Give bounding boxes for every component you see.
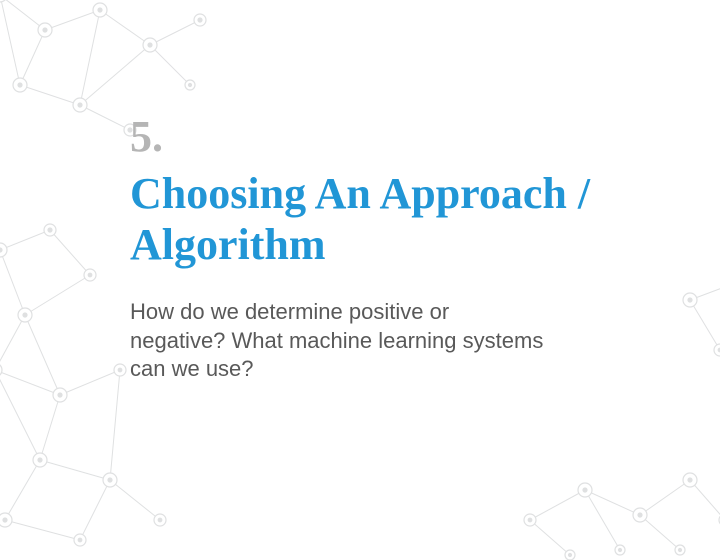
slide-title: Choosing An Approach / Algorithm (130, 169, 650, 270)
decoration-network-bottom-right (510, 450, 720, 560)
decoration-network-right (660, 280, 720, 400)
slide-content: 5. Choosing An Approach / Algorithm How … (130, 115, 650, 384)
section-number: 5. (130, 115, 650, 159)
slide-subtitle: How do we determine positive or negative… (130, 298, 550, 384)
